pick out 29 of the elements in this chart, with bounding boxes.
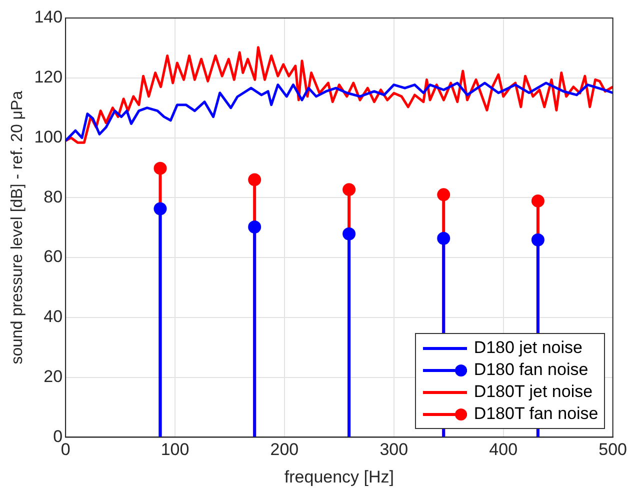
y-tick-label: 20 [44, 367, 63, 386]
legend-label: D180T jet noise [474, 382, 593, 402]
legend-label: D180 jet noise [474, 338, 582, 358]
point [248, 173, 262, 186]
x-tick-label: 500 [598, 440, 628, 460]
y-axis-title: sound pressure level [dB] - ref. 20 μPa [9, 90, 26, 364]
x-tick-label: 400 [489, 440, 518, 460]
y-tick-label: 120 [34, 68, 63, 87]
point [342, 183, 356, 196]
x-tick-label: 100 [160, 440, 190, 460]
y-tick-label: 60 [44, 247, 63, 266]
y-tick-label: 40 [44, 307, 63, 326]
point [531, 194, 544, 208]
point [342, 227, 356, 240]
x-tick-label: 200 [270, 440, 299, 460]
point [437, 188, 450, 202]
point [154, 162, 167, 175]
point [437, 232, 450, 245]
y-tick-label: 100 [34, 127, 63, 146]
y-tick-label: 0 [53, 426, 63, 446]
legend-label: D180T fan noise [474, 404, 598, 424]
point [154, 202, 167, 216]
x-tick-label: 300 [380, 440, 408, 460]
point [248, 220, 262, 234]
y-tick-label: 140 [34, 8, 63, 27]
y-tick-label: 80 [44, 187, 63, 206]
x-axis-title: frequency [Hz] [284, 467, 394, 486]
legend-label: D180 fan noise [474, 360, 588, 380]
point [531, 233, 544, 246]
